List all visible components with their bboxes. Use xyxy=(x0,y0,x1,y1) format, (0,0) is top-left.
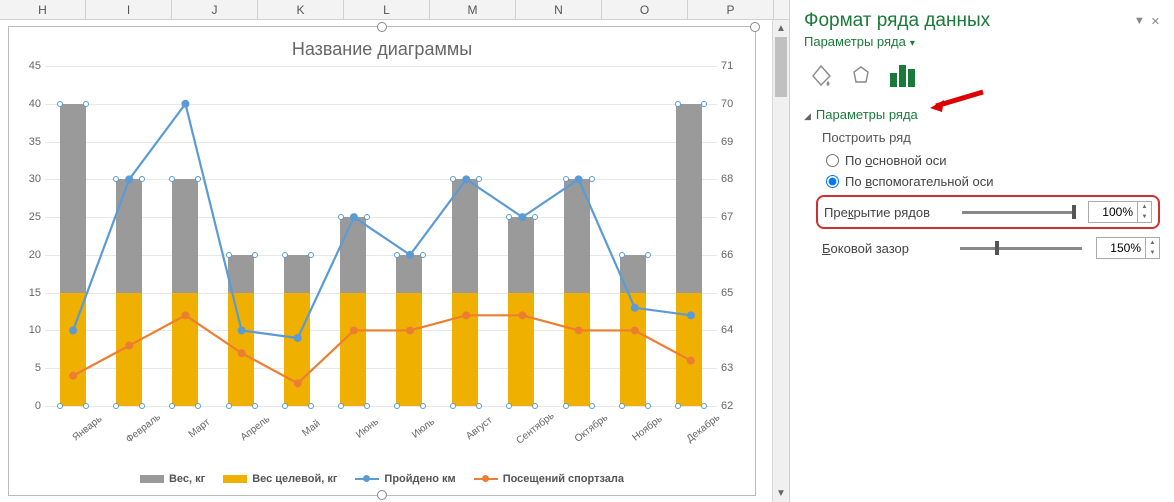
scroll-up-icon[interactable]: ▲ xyxy=(773,20,789,37)
spinner-up-icon[interactable]: ▲ xyxy=(1138,202,1151,212)
line-series[interactable] xyxy=(45,66,717,406)
category-axis: ЯнварьФевральМартАпрельМайИюньИюльАвгуст… xyxy=(45,410,717,439)
overlap-spinner[interactable]: ▲▼ xyxy=(1088,201,1152,223)
resize-handle[interactable] xyxy=(377,22,387,32)
plot-series-on-label: Построить ряд xyxy=(822,130,1160,145)
column-header[interactable]: O xyxy=(602,0,688,19)
column-header[interactable]: M xyxy=(430,0,516,19)
right-axis: 62636465666768697071 xyxy=(721,66,749,406)
effects-icon[interactable] xyxy=(848,63,874,89)
column-header[interactable]: K xyxy=(258,0,344,19)
gap-spinner[interactable]: ▲▼ xyxy=(1096,237,1160,259)
primary-axis-radio[interactable]: По основной оси xyxy=(826,153,1160,168)
spinner-down-icon[interactable]: ▼ xyxy=(1146,248,1159,258)
overlap-slider[interactable] xyxy=(962,211,1074,214)
column-header[interactable]: I xyxy=(86,0,172,19)
scroll-thumb[interactable] xyxy=(775,37,787,97)
column-header[interactable]: L xyxy=(344,0,430,19)
format-tabs xyxy=(804,63,1160,89)
legend[interactable]: Вес, кг Вес целевой, кг .sw.line[style*=… xyxy=(9,473,755,485)
left-axis: 051015202530354045 xyxy=(13,66,41,406)
fill-line-icon[interactable] xyxy=(808,63,834,89)
gap-width-row: Боковой зазор ▲▼ xyxy=(822,237,1160,259)
spinner-down-icon[interactable]: ▼ xyxy=(1138,212,1151,222)
vertical-scrollbar[interactable]: ▲ ▼ xyxy=(772,20,789,502)
legend-item: Вес, кг xyxy=(140,473,205,485)
legend-item: .sw.line[style*='ed7d31']::after{backgro… xyxy=(474,473,624,485)
secondary-axis-radio[interactable]: По вспомогательной оси xyxy=(826,174,1160,189)
column-header[interactable]: H xyxy=(0,0,86,19)
worksheet-area: HIJKLMNOP ▲ ▼ Название диаграммы 0510152… xyxy=(0,0,790,502)
plot-area[interactable]: 051015202530354045 62636465666768697071 xyxy=(45,66,717,406)
column-header[interactable]: P xyxy=(688,0,774,19)
chart-object[interactable]: Название диаграммы 051015202530354045 62… xyxy=(8,26,756,496)
column-header[interactable]: N xyxy=(516,0,602,19)
close-icon[interactable]: ✕ xyxy=(1151,15,1160,28)
resize-handle[interactable] xyxy=(750,22,760,32)
series-overlap-row: Прекрытие рядов ▲▼ xyxy=(816,195,1160,229)
spinner-up-icon[interactable]: ▲ xyxy=(1146,238,1159,248)
section-header[interactable]: Параметры ряда xyxy=(804,107,1160,122)
series-options-icon[interactable] xyxy=(888,63,920,89)
series-options-dropdown[interactable]: Параметры ряда xyxy=(804,34,1160,49)
format-pane: Формат ряда данных ▼ ✕ Параметры ряда Па… xyxy=(790,0,1174,502)
column-headers: HIJKLMNOP xyxy=(0,0,789,20)
gap-slider[interactable] xyxy=(960,247,1082,250)
task-pane-options-icon[interactable]: ▼ xyxy=(1134,15,1145,28)
legend-item: .sw.line[style*='5b9bd5']::after{backgro… xyxy=(355,473,455,485)
legend-item: Вес целевой, кг xyxy=(223,473,337,485)
chart-title[interactable]: Название диаграммы xyxy=(9,27,755,66)
column-header[interactable]: J xyxy=(172,0,258,19)
resize-handle[interactable] xyxy=(377,490,387,500)
pane-title: Формат ряда данных xyxy=(804,10,990,32)
scroll-down-icon[interactable]: ▼ xyxy=(773,485,789,502)
